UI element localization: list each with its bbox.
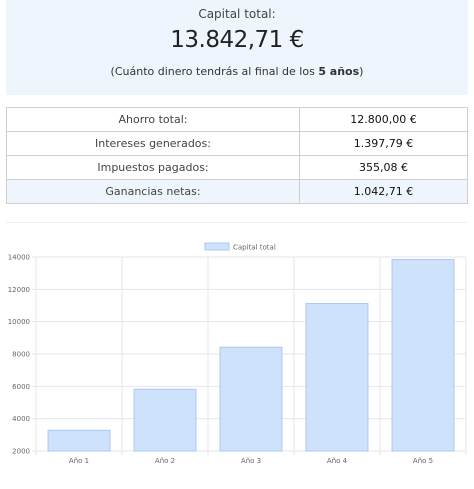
y-tick-label: 12000	[8, 286, 30, 294]
results-value: 1.042,71 €	[299, 179, 468, 204]
results-label: Intereses generados:	[6, 131, 300, 156]
capital-note-suffix: )	[359, 65, 364, 78]
bar	[47, 429, 111, 452]
y-tick-label: 6000	[12, 383, 30, 391]
results-row-taxes: Impuestos pagados: 355,08 €	[6, 155, 468, 180]
capital-note-years: 5 años	[318, 65, 360, 78]
results-table: Ahorro total: 12.800,00 € Intereses gene…	[6, 107, 468, 204]
bar	[305, 303, 369, 452]
capital-amount: 13.842,71 €	[170, 27, 304, 53]
x-tick-label: Año 5	[413, 457, 433, 465]
legend-label: Capital total	[233, 244, 276, 252]
x-tick-label: Año 3	[241, 457, 261, 465]
x-tick-label: Año 2	[155, 457, 175, 465]
results-row-savings: Ahorro total: 12.800,00 €	[6, 107, 468, 132]
results-label: Ahorro total:	[6, 107, 300, 132]
bar	[391, 259, 455, 452]
results-value: 12.800,00 €	[299, 107, 468, 132]
y-tick-label: 4000	[12, 415, 30, 423]
x-tick-label: Año 4	[327, 457, 348, 465]
x-tick-label: Año 1	[69, 457, 89, 465]
y-tick-label: 14000	[8, 254, 30, 262]
results-value: 355,08 €	[299, 155, 468, 180]
capital-note: (Cuánto dinero tendrás al final de los 5…	[6, 65, 468, 78]
results-label: Impuestos pagados:	[6, 155, 300, 180]
results-row-net: Ganancias netas: 1.042,71 €	[6, 179, 468, 204]
results-value: 1.397,79 €	[299, 131, 468, 156]
legend-swatch	[204, 242, 230, 251]
bar	[133, 388, 197, 452]
results-label: Ganancias netas:	[6, 179, 300, 204]
bar	[219, 346, 283, 452]
y-tick-label: 10000	[8, 318, 30, 326]
y-tick-label: 2000	[12, 448, 30, 456]
capital-summary: Capital total: 13.842,71 € (Cuánto diner…	[6, 0, 468, 95]
capital-note-prefix: (Cuánto dinero tendrás al final de los	[110, 65, 319, 78]
capital-label: Capital total:	[198, 7, 276, 21]
results-row-interest: Intereses generados: 1.397,79 €	[6, 131, 468, 156]
capital-chart: Capital total 2000 4000 6000 8000 10000 12000 1…	[8, 242, 467, 465]
y-tick-label: 8000	[12, 351, 30, 359]
section-divider	[6, 222, 468, 223]
